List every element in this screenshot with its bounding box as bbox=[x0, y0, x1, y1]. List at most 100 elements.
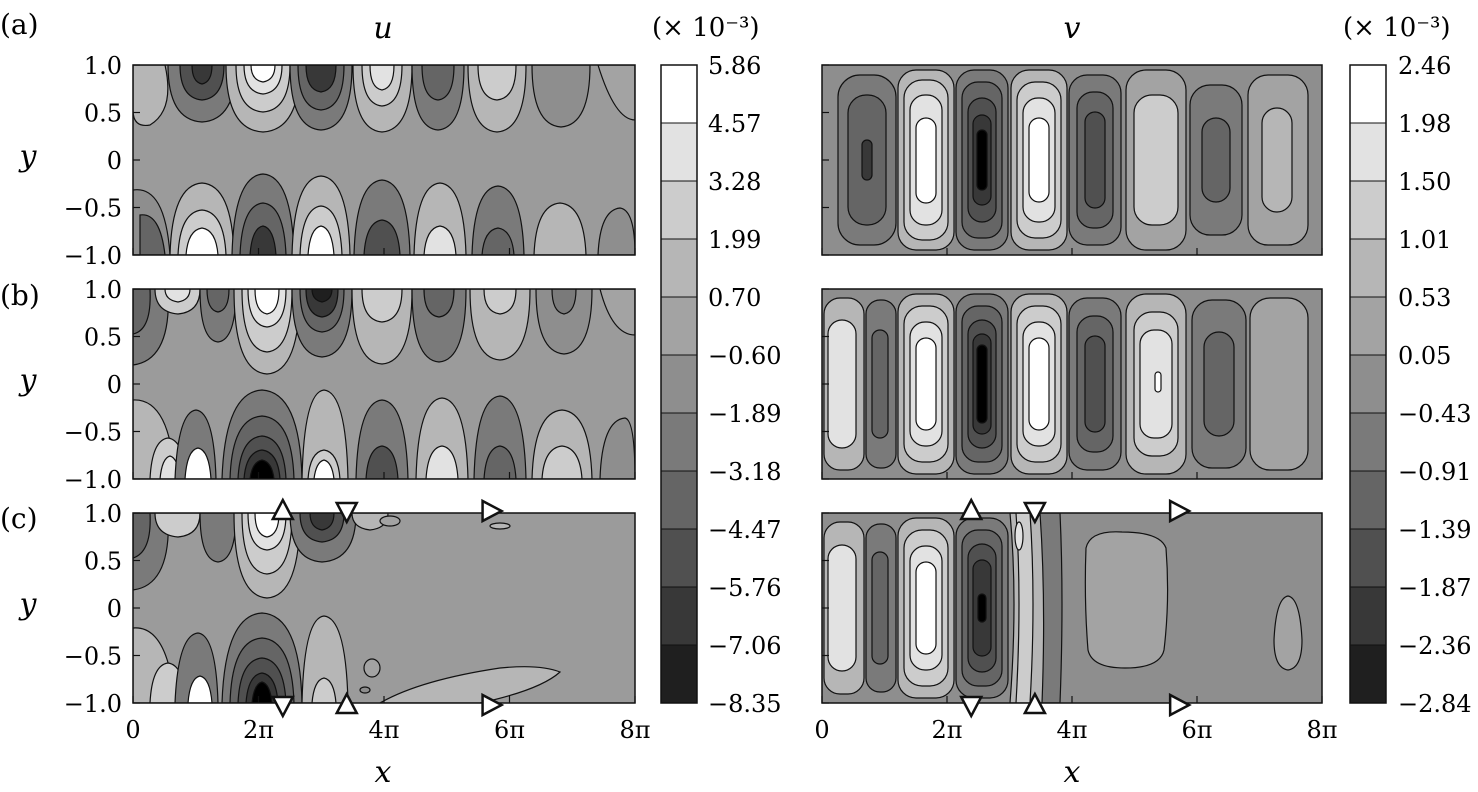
colorbar-swatch bbox=[660, 644, 698, 704]
colorbar-swatch bbox=[660, 528, 698, 588]
colorbar-swatch bbox=[660, 354, 698, 414]
u-panel-c bbox=[133, 513, 635, 703]
colorbar-frame bbox=[660, 64, 698, 704]
y-tick-label: −1.0 bbox=[64, 242, 122, 270]
y-axis-label-a: y bbox=[18, 139, 38, 174]
up-triangle-marker bbox=[334, 691, 359, 715]
x-tick-label: 8π bbox=[619, 716, 650, 744]
colorbar-level-label: −4.47 bbox=[708, 516, 782, 544]
colorbar-level-label: 0.70 bbox=[708, 284, 761, 312]
colorbar-swatch bbox=[1349, 528, 1387, 588]
x-axis-label-left: x bbox=[375, 755, 392, 790]
y-tick-label: −0.5 bbox=[64, 643, 122, 671]
right-triangle-marker bbox=[1168, 498, 1192, 524]
x-tick-label: 2π bbox=[931, 716, 962, 744]
colorbar-swatch bbox=[660, 122, 698, 182]
colorbar-swatch bbox=[1349, 354, 1387, 414]
colorbar-level-label: 2.46 bbox=[1398, 52, 1451, 80]
panel-label-c: (c) bbox=[0, 502, 38, 535]
colorbar-level-label: 5.86 bbox=[708, 52, 761, 80]
colorbar-swatch bbox=[660, 412, 698, 472]
colorbar-level-label: −1.89 bbox=[708, 400, 782, 428]
colorbar-swatch bbox=[1349, 238, 1387, 298]
panel-label-b: (b) bbox=[0, 279, 40, 312]
colorbar-level-label: −2.84 bbox=[1398, 690, 1472, 718]
u-scale-label: (× 10⁻³) bbox=[652, 13, 760, 43]
down-triangle-marker bbox=[270, 695, 295, 719]
v-column-title: v bbox=[1064, 11, 1081, 46]
u-panel-a bbox=[133, 65, 635, 255]
colorbar-level-label: −3.18 bbox=[708, 458, 782, 486]
colorbar-swatch bbox=[660, 470, 698, 530]
x-tick-label: 4π bbox=[368, 716, 399, 744]
y-tick-label: −0.5 bbox=[64, 195, 122, 223]
up-triangle-marker bbox=[270, 497, 295, 521]
colorbar-swatch bbox=[1349, 296, 1387, 356]
colorbar-level-label: −5.76 bbox=[708, 574, 782, 602]
colorbar-level-label: 1.01 bbox=[1398, 226, 1451, 254]
y-tick-label: −1.0 bbox=[64, 690, 122, 718]
right-triangle-marker bbox=[1168, 692, 1192, 718]
colorbar-level-label: 0.53 bbox=[1398, 284, 1451, 312]
colorbar-swatch bbox=[660, 296, 698, 356]
u-panel-b bbox=[133, 289, 635, 479]
colorbar-level-label: 1.99 bbox=[708, 226, 761, 254]
x-tick-label: 0 bbox=[125, 716, 140, 744]
y-tick-label: 0 bbox=[107, 371, 122, 399]
colorbar-level-label: 1.98 bbox=[1398, 110, 1451, 138]
y-axis-label-b: y bbox=[18, 363, 38, 398]
panel-c-markers bbox=[270, 497, 1192, 719]
colorbar-level-label: −0.60 bbox=[708, 342, 782, 370]
v-scale-label: (× 10⁻³) bbox=[1343, 13, 1451, 43]
right-triangle-marker bbox=[481, 498, 505, 524]
right-triangle-marker bbox=[481, 692, 505, 718]
y-tick-label: −1.0 bbox=[64, 466, 122, 494]
y-tick-label: 0 bbox=[107, 595, 122, 623]
colorbar-swatch bbox=[1349, 122, 1387, 182]
y-tick-label: 0 bbox=[107, 147, 122, 175]
x-tick-label: 8π bbox=[1306, 716, 1337, 744]
up-triangle-marker bbox=[959, 497, 984, 521]
y-tick-label: 0.5 bbox=[84, 100, 122, 128]
v-panel-a bbox=[822, 65, 1322, 255]
y-tick-label: 1.0 bbox=[84, 52, 122, 80]
colorbar-level-label: −2.36 bbox=[1398, 632, 1472, 660]
y-axis-label-c: y bbox=[18, 587, 38, 622]
x-tick-label: 6π bbox=[494, 716, 525, 744]
y-tick-label: 1.0 bbox=[84, 276, 122, 304]
v-panel-c bbox=[822, 513, 1322, 703]
colorbar-swatch bbox=[1349, 64, 1387, 124]
down-triangle-marker bbox=[1022, 501, 1047, 525]
colorbar-swatch bbox=[660, 180, 698, 240]
x-tick-label: 2π bbox=[243, 716, 274, 744]
colorbar-level-label: −0.91 bbox=[1398, 458, 1472, 486]
colorbar-swatch bbox=[660, 238, 698, 298]
colorbar-level-label: −7.06 bbox=[708, 632, 782, 660]
down-triangle-marker bbox=[334, 501, 359, 525]
colorbar-swatch bbox=[660, 64, 698, 124]
colorbar-level-label: −1.39 bbox=[1398, 516, 1472, 544]
panel-label-a: (a) bbox=[0, 8, 39, 41]
colorbar-level-label: 4.57 bbox=[708, 110, 761, 138]
v-panel-b bbox=[822, 289, 1322, 479]
x-tick-label: 6π bbox=[1181, 716, 1212, 744]
x-axis-label-right: x bbox=[1064, 755, 1081, 790]
y-tick-label: 0.5 bbox=[84, 548, 122, 576]
colorbar-swatch bbox=[1349, 180, 1387, 240]
x-tick-label: 4π bbox=[1056, 716, 1087, 744]
down-triangle-marker bbox=[959, 695, 984, 719]
colorbar-level-label: −8.35 bbox=[708, 690, 782, 718]
x-axis-ticks: 0 2π 4π 6π 8π 0 2π 4π 6π 8π bbox=[125, 248, 1338, 744]
y-tick-label: 0.5 bbox=[84, 324, 122, 352]
colorbar-swatch bbox=[1349, 644, 1387, 704]
x-tick-label: 0 bbox=[814, 716, 829, 744]
colorbar-swatch bbox=[1349, 412, 1387, 472]
up-triangle-marker bbox=[1022, 691, 1047, 715]
y-tick-label: −0.5 bbox=[64, 419, 122, 447]
colorbars: 5.86 4.57 3.28 1.99 0.70 −0.60 −1.89 −3.18 −4.47… bbox=[660, 52, 1472, 718]
u-column-title: u bbox=[373, 11, 392, 46]
colorbar-level-label: 1.50 bbox=[1398, 168, 1451, 196]
y-axis-ticks: 1.0 0.5 0 −0.5 −1.0 1.0 0.5 0 −0.5 −1.0 1.0 0.5 0 −0.… bbox=[64, 52, 829, 718]
colorbar-level-label: −0.43 bbox=[1398, 400, 1472, 428]
